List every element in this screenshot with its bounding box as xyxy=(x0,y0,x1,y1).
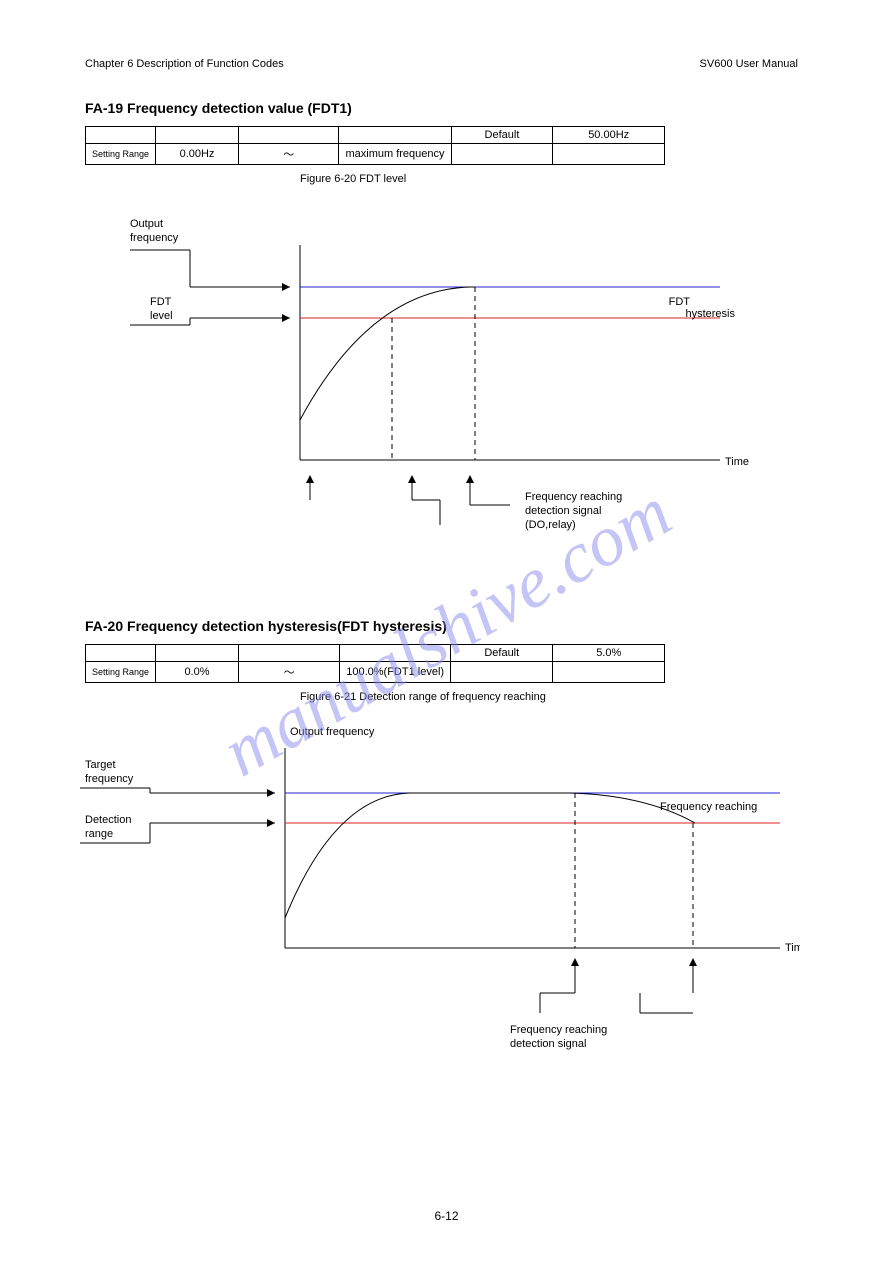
s1-y1-label2: frequency xyxy=(130,232,179,244)
s2-curve xyxy=(285,793,695,918)
s2-r0: 0.0% xyxy=(156,662,239,683)
s1-x-label: Time xyxy=(725,456,749,468)
s2-r1: ～ xyxy=(238,662,339,683)
s1-hyst-label: FDT xyxy=(669,296,691,308)
chart2-svg: Output frequency Target frequency Detect… xyxy=(80,723,800,1053)
s2-default-label: Default xyxy=(451,645,553,662)
s1-r2: maximum frequency xyxy=(339,144,451,165)
section1-table: Default 50.00Hz Setting Range 0.00Hz ～ m… xyxy=(85,126,665,165)
s2-axis-title: Output frequency xyxy=(290,726,375,738)
model-ref: SV600 User Manual xyxy=(700,58,798,70)
s1-r0: 0.00Hz xyxy=(156,144,239,165)
section2-note: Figure 6-21 Detection range of frequency… xyxy=(300,691,893,703)
page-number: 6-12 xyxy=(0,1209,893,1223)
s2-bot1: Frequency reaching xyxy=(510,1024,607,1036)
s2-default-value: 5.0% xyxy=(553,645,665,662)
chart1-svg: Output frequency FDT level FDT hysteresi… xyxy=(130,205,750,545)
s1-box2: detection signal xyxy=(525,505,601,517)
chapter-ref: Chapter 6 Description of Function Codes xyxy=(85,58,284,70)
s2-box1: Frequency reaching xyxy=(660,801,757,813)
section1-chart: Output frequency FDT level FDT hysteresi… xyxy=(130,205,893,548)
s1-r1: ～ xyxy=(238,144,339,165)
s2-y1b: frequency xyxy=(85,773,134,785)
s1-range-label: Setting Range xyxy=(86,144,156,165)
s2-y2a: Detection xyxy=(85,814,131,826)
section2-table: Default 5.0% Setting Range 0.0% ～ 100.0%… xyxy=(85,644,665,683)
s1-y2-label: FDT xyxy=(150,296,172,308)
section2-chart: Output frequency Target frequency Detect… xyxy=(80,723,893,1056)
s1-default-value: 50.00Hz xyxy=(553,127,665,144)
s2-y2b: range xyxy=(85,828,113,840)
s1-curve xyxy=(300,287,475,420)
s1-box1: Frequency reaching xyxy=(525,491,622,503)
s1-box3: (DO,relay) xyxy=(525,519,576,531)
s2-x-label: Time xyxy=(785,942,800,954)
s2-y1a: Target xyxy=(85,759,116,771)
section1-title: FA-19 Frequency detection value (FDT1) xyxy=(85,100,893,116)
s2-range-label: Setting Range xyxy=(86,662,156,683)
s1-default-label: Default xyxy=(451,127,553,144)
section1-note: Figure 6-20 FDT level xyxy=(300,173,893,185)
s2-bot2: detection signal xyxy=(510,1038,586,1050)
s1-hyst-label2: hysteresis xyxy=(685,308,735,320)
section2-title: FA-20 Frequency detection hysteresis(FDT… xyxy=(85,618,893,634)
s2-r2: 100.0%(FDT1 level) xyxy=(340,662,451,683)
s1-y2-label2: level xyxy=(150,310,173,322)
s1-y1-label: Output xyxy=(130,218,163,230)
